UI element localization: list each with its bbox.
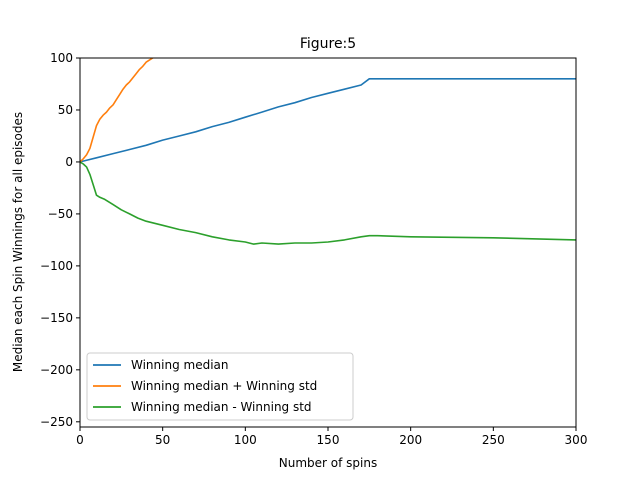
x-tick-label: 100 [234,433,257,447]
chart-title: Figure:5 [300,36,356,52]
y-tick-label: −100 [40,259,73,273]
x-tick-label: 150 [317,433,340,447]
y-tick-label: −250 [40,415,73,429]
series-line-2 [80,58,155,163]
x-tick-label: 50 [155,433,170,447]
y-tick-label: −50 [48,207,73,221]
legend-label: Winning median [131,358,229,372]
x-tick-label: 200 [399,433,422,447]
y-tick-label: −200 [40,363,73,377]
legend: Winning median Winning median + Winning s… [86,352,354,421]
series-line-1 [80,78,576,163]
y-tick-label: 0 [65,155,73,169]
x-axis-label: Number of spins [279,456,377,470]
y-tick-label: −150 [40,311,73,325]
y-tick-label: 100 [50,51,73,65]
x-tick-label: 250 [482,433,505,447]
x-axis: 0 50 100 150 200 250 300 [76,427,587,447]
legend-label: Winning median - Winning std [131,400,312,414]
y-tick-label: 50 [58,103,73,117]
x-tick-label: 300 [565,433,588,447]
x-tick-label: 0 [76,433,84,447]
series-layer [80,58,576,245]
y-axis: 100 50 0 −50 −100 −150 −200 −250 [40,51,80,429]
series-line-3 [80,161,576,245]
legend-label: Winning median + Winning std [131,379,317,393]
legend-box [86,352,354,421]
y-axis-label: Median each Spin Winnings for all episod… [11,112,25,372]
